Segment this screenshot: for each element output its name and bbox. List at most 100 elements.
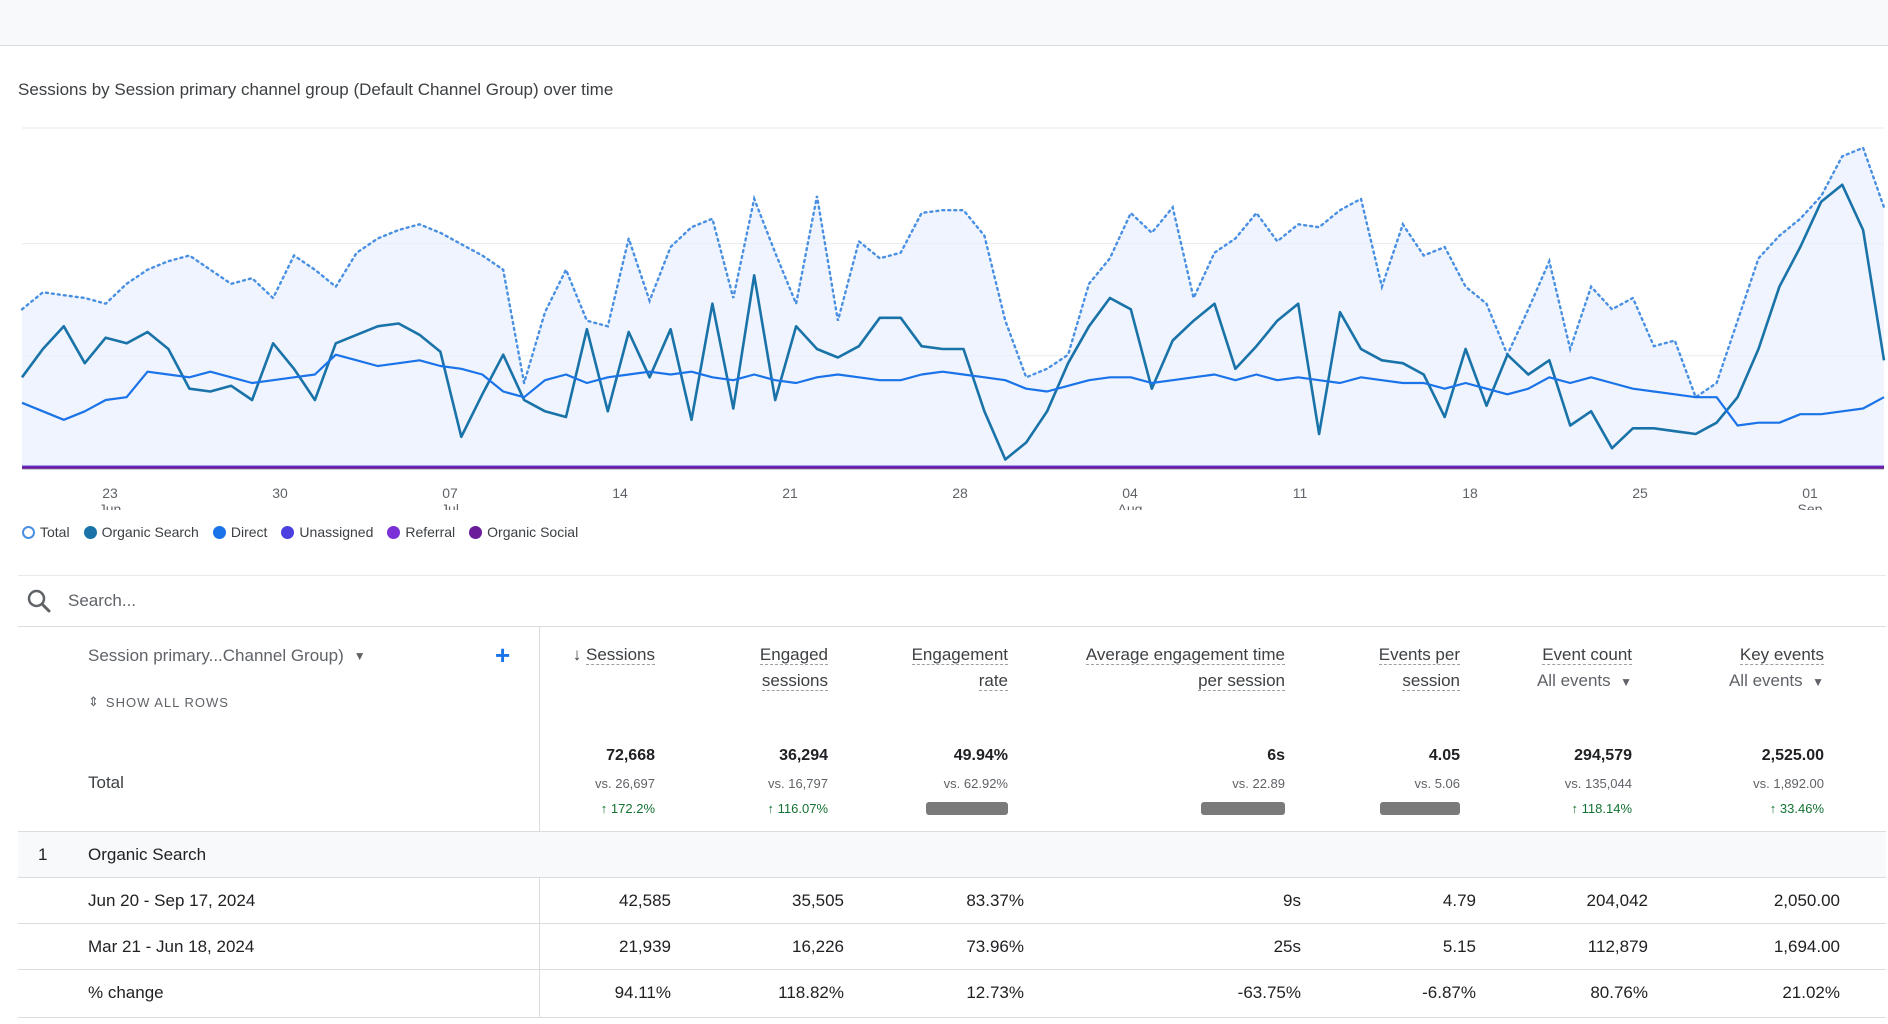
total-percent-change: ↑ 172.2% — [600, 801, 655, 816]
legend-label: Unassigned — [299, 524, 374, 540]
row-value: 5.15 — [1442, 937, 1476, 956]
total-value: 6s — [1267, 747, 1285, 764]
metric-header-line2: per session — [1198, 671, 1285, 691]
x-tick-month: Jul — [441, 501, 459, 510]
table-row[interactable]: Jun 20 - Sep 17, 2024 42,585 35,505 83.37% 9… — [18, 877, 1886, 923]
x-tick-month: Jun — [99, 501, 122, 510]
redacted-value — [926, 802, 1008, 815]
total-compare-value: vs. 135,044 — [1564, 776, 1632, 791]
search-icon — [27, 589, 51, 613]
total-value: 72,668 — [606, 747, 655, 764]
row-value: 2,050.00 — [1773, 891, 1840, 910]
row-value: 204,042 — [1586, 891, 1648, 910]
row-value: 12.73% — [966, 983, 1024, 1002]
table-row[interactable]: 1 Organic Search — [18, 831, 1886, 877]
top-bar — [0, 0, 1888, 46]
legend-item[interactable]: Total — [22, 524, 70, 540]
metric-header-line1: Engaged — [759, 645, 828, 665]
legend-item[interactable]: Direct — [212, 524, 267, 540]
row-value: 21.02% — [1782, 983, 1840, 1002]
total-value: 294,579 — [1574, 747, 1632, 764]
chevron-down-icon[interactable]: ▼ — [1812, 675, 1824, 689]
x-tick-label: 23 — [102, 485, 118, 501]
expand-collapse-icon: ⇕ — [88, 694, 100, 709]
total-value: 36,294 — [779, 747, 828, 764]
show-all-rows-button[interactable]: ⇕ SHOW ALL ROWS — [88, 694, 229, 710]
table-bottom-border — [18, 1017, 1886, 1018]
table-row[interactable]: Mar 21 - Jun 18, 2024 21,939 16,226 73.96% 2… — [18, 923, 1886, 969]
column-divider — [539, 627, 540, 1017]
chevron-down-icon[interactable]: ▼ — [1620, 675, 1632, 689]
metric-header-event-count[interactable]: Event count All events ▼ — [1537, 642, 1632, 695]
legend-dot-icon — [281, 525, 295, 539]
x-tick-label: 18 — [1462, 485, 1478, 501]
x-tick-label: 28 — [952, 485, 968, 501]
search-input[interactable] — [68, 591, 668, 611]
chart-legend: Total Organic Search Direct Unassigned Refer… — [22, 524, 578, 540]
chevron-down-icon[interactable]: ▼ — [353, 649, 366, 663]
total-area-fill — [22, 147, 1884, 469]
metric-header-line1: Events per — [1378, 645, 1460, 665]
row-value: 4.79 — [1442, 891, 1476, 910]
show-all-rows-label: SHOW ALL ROWS — [105, 694, 229, 710]
event-filter-label[interactable]: All events — [1536, 671, 1611, 690]
metric-header-sessions[interactable]: ↓ Sessions — [573, 642, 655, 668]
legend-dot-icon — [212, 525, 226, 539]
metric-header-events-per-session[interactable]: Events per session — [1378, 642, 1460, 694]
metric-header-engaged-sessions[interactable]: Engaged sessions — [759, 642, 828, 694]
x-tick-label: 30 — [272, 485, 288, 501]
metric-header-line1: Average engagement time — [1085, 645, 1285, 665]
redacted-value — [1380, 802, 1460, 815]
row-label: Mar 21 - Jun 18, 2024 — [88, 937, 255, 956]
row-label: Organic Search — [88, 845, 207, 864]
row-value: 35,505 — [792, 891, 844, 910]
series-line-direct — [21, 353, 1885, 427]
row-index: 1 — [38, 845, 48, 864]
total-percent-change: ↑ 116.07% — [767, 801, 828, 816]
metric-header-line2: rate — [978, 671, 1008, 691]
table-row[interactable]: % change 94.11% 118.82% 12.73% -63.75% -6.87%… — [18, 969, 1886, 1015]
legend-label: Organic Search — [101, 524, 199, 540]
legend-dot-icon — [22, 525, 35, 539]
total-compare-value: vs. 16,797 — [768, 776, 828, 791]
row-label: Jun 20 - Sep 17, 2024 — [88, 891, 256, 910]
legend-item[interactable]: Referral — [387, 524, 455, 540]
x-tick-label: 25 — [1632, 485, 1648, 501]
metric-header-key-events[interactable]: Key events All events ▼ — [1729, 642, 1824, 695]
x-tick-month: Aug — [1118, 501, 1143, 510]
row-value: 80.76% — [1590, 983, 1648, 1002]
metric-header-line1: Key events — [1739, 645, 1824, 665]
x-tick-label: 14 — [612, 485, 628, 501]
legend-label: Total — [40, 524, 70, 540]
total-label: Total — [88, 773, 124, 792]
row-value: 16,226 — [792, 937, 844, 956]
total-value: 49.94% — [953, 747, 1008, 764]
legend-item[interactable]: Unassigned — [281, 524, 373, 540]
dimension-header[interactable]: Session primary...Channel Group) ▼ — [88, 646, 366, 666]
row-value: 9s — [1283, 891, 1301, 910]
legend-dot-icon — [387, 525, 401, 539]
row-value: 1,694.00 — [1773, 937, 1840, 956]
metric-header-avg-engagement-time[interactable]: Average engagement time per session — [1085, 642, 1285, 694]
legend-item[interactable]: Organic Social — [469, 524, 578, 540]
x-tick-month: Sep — [1798, 501, 1823, 510]
x-tick-label: 11 — [1293, 485, 1308, 501]
total-percent-change: ↑ 118.14% — [1571, 801, 1632, 816]
add-dimension-button[interactable]: + — [495, 640, 511, 670]
series-line-total — [20, 146, 1886, 400]
metric-header-engagement-rate[interactable]: Engagement rate — [911, 642, 1008, 694]
event-filter-label[interactable]: All events — [1728, 671, 1803, 690]
metric-header-line1: Engagement — [911, 645, 1008, 665]
metric-header-line2: sessions — [761, 671, 828, 691]
row-label: % change — [88, 983, 164, 1002]
legend-item[interactable]: Organic Search — [83, 524, 199, 540]
total-compare-value: vs. 26,697 — [595, 776, 655, 791]
total-compare-value: vs. 1,892.00 — [1753, 776, 1824, 791]
dimension-header-label: Session primary...Channel Group) — [88, 646, 344, 665]
sort-down-arrow-icon[interactable]: ↓ — [572, 645, 582, 664]
row-value: -6.87% — [1422, 983, 1476, 1002]
legend-label: Organic Social — [487, 524, 579, 540]
table-search-bar — [18, 575, 1886, 627]
x-tick-label: 01 — [1802, 485, 1818, 501]
